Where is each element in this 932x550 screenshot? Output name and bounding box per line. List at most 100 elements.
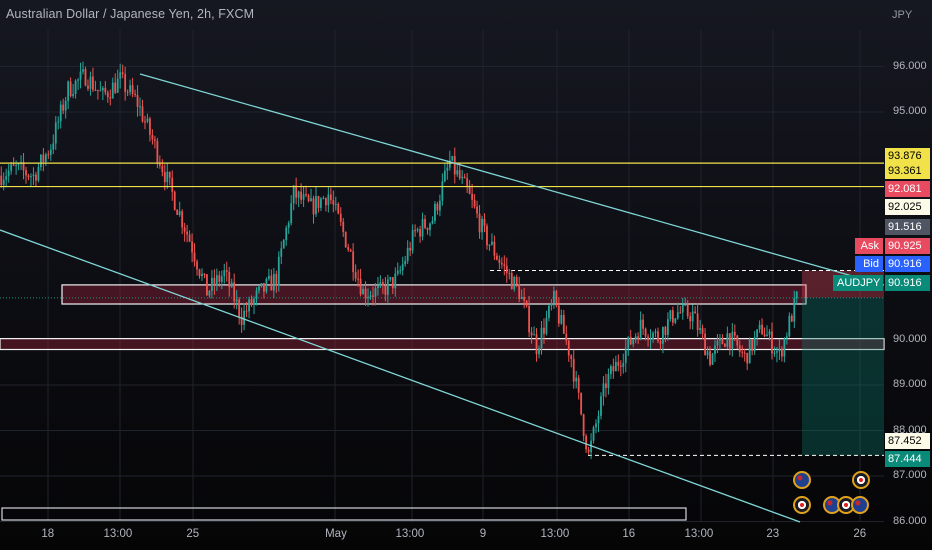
australia-flag-icon[interactable] — [851, 496, 869, 514]
candle-body — [168, 171, 171, 178]
candle-body — [87, 85, 89, 89]
candle-body — [721, 337, 724, 345]
candle-body — [171, 177, 174, 192]
candle-body — [67, 81, 70, 101]
candle-body — [198, 269, 201, 277]
candle-body — [600, 396, 602, 416]
candle-body — [206, 274, 208, 296]
candle-body — [761, 324, 763, 335]
candle-body — [711, 353, 714, 365]
candle-body — [510, 273, 513, 290]
horizontal-scrollbar[interactable] — [1, 507, 687, 521]
candle-body — [282, 240, 285, 249]
candle-body — [176, 209, 179, 215]
candle-body — [741, 351, 744, 353]
resistance-zone[interactable] — [61, 284, 807, 305]
candle-body — [644, 328, 647, 337]
candle-body — [82, 69, 84, 72]
candle-body — [238, 299, 241, 317]
take-profit-area[interactable] — [802, 297, 884, 456]
candle-body — [714, 345, 716, 354]
candle-body — [567, 340, 570, 356]
candle-body — [416, 229, 419, 231]
candle-body — [126, 91, 129, 93]
price-tag-label: Bid — [855, 256, 883, 272]
candle-body — [498, 259, 501, 263]
candle-body — [421, 219, 424, 237]
candle-body — [766, 334, 768, 337]
japan-flag-icon[interactable] — [852, 471, 870, 489]
candle-body — [525, 300, 528, 306]
japan-flag-icon[interactable] — [793, 496, 811, 514]
price-tag: 87.452 — [885, 433, 930, 449]
candle-body — [305, 194, 307, 196]
candle-body — [285, 227, 288, 241]
candle-body — [513, 276, 516, 290]
trend-lines[interactable] — [0, 73, 885, 523]
candle-body — [419, 229, 421, 237]
candle-body — [213, 277, 216, 286]
price-tag: 92.081 — [885, 181, 930, 197]
candle-body — [681, 304, 684, 313]
candle-body — [315, 196, 317, 215]
candle-body — [664, 326, 667, 335]
price-axis-tick-label: 87.000 — [893, 469, 927, 481]
support-zone[interactable] — [0, 337, 885, 351]
candle-body — [528, 305, 531, 333]
candle-body — [149, 118, 151, 135]
candle-body — [582, 414, 585, 436]
channel-upper-trendline[interactable] — [139, 73, 885, 286]
candle-body — [114, 82, 117, 93]
candle-body — [220, 276, 223, 282]
candle-body — [389, 277, 392, 280]
candle-body — [342, 221, 345, 232]
australia-flag-icon[interactable] — [793, 471, 811, 489]
candle-body — [52, 143, 55, 150]
candle-body — [188, 234, 191, 242]
candle-body — [307, 195, 310, 202]
candle-body — [129, 85, 132, 92]
candle-body — [595, 423, 597, 428]
candle-body — [597, 415, 600, 424]
candle-body — [141, 106, 144, 122]
candle-body — [196, 261, 198, 270]
candle-body — [731, 331, 734, 349]
candle-body — [379, 282, 382, 286]
candle-body — [642, 319, 645, 329]
candle-body — [550, 303, 553, 306]
channel-lower-trendline[interactable] — [0, 229, 801, 523]
candle-body — [322, 198, 325, 200]
candle-body — [310, 198, 312, 202]
candle-body — [233, 282, 236, 302]
price-axis-tick-label: 90.000 — [893, 332, 927, 345]
candle-body — [79, 71, 82, 80]
candle-body — [243, 310, 246, 325]
candle-body — [297, 191, 300, 198]
candle-body — [639, 319, 642, 340]
candle-body — [92, 76, 94, 90]
candle-body — [674, 318, 677, 323]
candle-body — [352, 251, 355, 273]
candle-body — [624, 348, 627, 364]
candle-body — [161, 165, 164, 173]
candle-body — [463, 176, 466, 179]
candle-body — [617, 361, 620, 366]
candle-body — [349, 249, 352, 252]
candle-body — [39, 154, 42, 168]
candle-body — [577, 377, 580, 393]
candle-body — [267, 275, 270, 280]
candle-body — [434, 203, 436, 221]
candle-body — [602, 383, 605, 397]
candle-body — [508, 272, 511, 274]
candle-body — [158, 162, 161, 166]
candle-body — [191, 241, 193, 253]
candle-body — [461, 176, 464, 179]
candle-body — [104, 87, 107, 93]
candle-body — [424, 219, 426, 228]
price-tag-label: Ask — [855, 238, 883, 254]
grid-lines — [0, 30, 884, 522]
candle-body — [756, 329, 759, 338]
candle-body — [783, 338, 786, 357]
